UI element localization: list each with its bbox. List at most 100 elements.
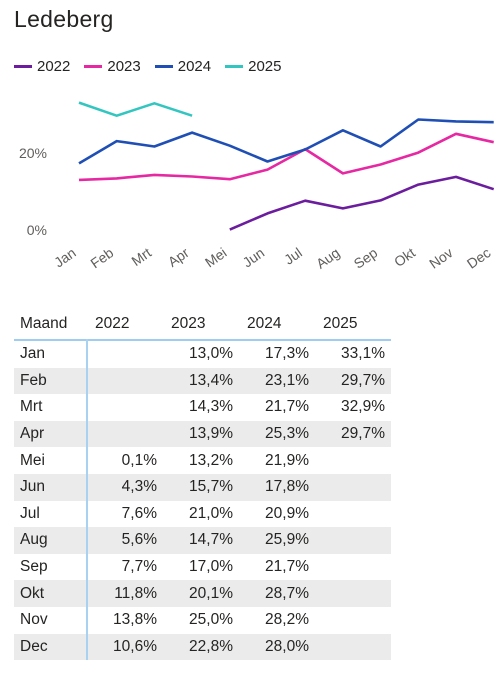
month-cell: Jun [14, 473, 88, 501]
value-cell: 21,7% [265, 558, 309, 576]
chart-legend: 2022 2023 2024 2025 [14, 56, 296, 76]
value-cell: 7,6% [121, 504, 157, 522]
value-cell [87, 367, 163, 395]
table-row: Dec 10,6% 22,8% 28,0% [14, 633, 391, 661]
x-tick-label: Sep [351, 244, 381, 272]
legend-item-2023[interactable]: 2023 [84, 57, 141, 75]
month-cell: Feb [14, 367, 88, 395]
month-cell: Jul [14, 500, 88, 528]
column-header[interactable]: 2022 [95, 315, 130, 332]
value-cell: 0,1% [121, 451, 157, 469]
value-cell: 28,7% [239, 580, 315, 607]
series-line-2024 [78, 118, 494, 165]
value-cell [315, 607, 391, 634]
table-row: Sep 7,7% 17,0% 21,7% [14, 553, 391, 581]
value-cell: 22,8% [163, 633, 239, 661]
value-cell: 20,9% [265, 504, 309, 522]
table-body: Jan 13,0% 17,3% 33,1% Feb 13,4% 23,1% 29,7% Mrt 1… [14, 340, 391, 661]
value-cell: 25,0% [189, 611, 233, 629]
table-row: Jul 7,6% 21,0% 20,9% [14, 500, 391, 528]
legend-item-2024[interactable]: 2024 [154, 57, 212, 75]
value-cell: 10,6% [87, 633, 163, 661]
value-cell: 13,9% [163, 420, 239, 448]
value-cell: 29,7% [315, 420, 391, 448]
x-tick-label: Jun [240, 244, 268, 270]
value-cell: 23,1% [239, 367, 315, 395]
value-cell [87, 394, 163, 421]
data-table-container: Maand 2022 2023 2024 2025 Jan 13,0% 17,3% 33,1%… [14, 309, 391, 661]
y-tick-label: 20% [19, 145, 47, 161]
value-cell: 15,7% [163, 473, 239, 501]
table-row: Mrt 14,3% 21,7% 32,9% [14, 394, 391, 421]
value-cell: 29,7% [315, 367, 391, 395]
x-tick-label: Jan [51, 244, 79, 270]
legend-item-2025[interactable]: 2025 [225, 57, 282, 75]
legend-swatch [154, 64, 173, 68]
value-cell: 25,3% [239, 420, 315, 448]
value-cell: 11,8% [87, 580, 163, 607]
x-tick-label: Aug [313, 244, 343, 271]
chart-title: Ledeberg [14, 6, 114, 32]
month-cell: Mrt [14, 394, 88, 421]
value-cell: 13,4% [163, 367, 239, 395]
value-cell: 33,1% [341, 345, 385, 363]
month-cell: Apr [14, 420, 88, 448]
value-cell: 28,2% [265, 611, 309, 629]
value-cell: 25,9% [239, 527, 315, 554]
value-cell: 13,8% [113, 611, 157, 629]
table-row: Feb 13,4% 23,1% 29,7% [14, 367, 391, 395]
x-tick-label: Feb [87, 244, 116, 271]
value-cell: 17,3% [265, 345, 309, 363]
value-cell: 20,1% [163, 580, 239, 607]
value-cell [315, 473, 391, 501]
table-row: Nov 13,8% 25,0% 28,2% [14, 606, 391, 634]
value-cell [315, 580, 391, 607]
value-cell [87, 340, 163, 368]
x-tick-label: Mrt [128, 244, 154, 269]
table-row: Apr 13,9% 25,3% 29,7% [14, 420, 391, 448]
x-tick-label: Nov [426, 244, 456, 271]
value-cell: 14,7% [163, 527, 239, 554]
month-cell: Jan [14, 340, 88, 368]
value-cell [87, 420, 163, 448]
month-cell: Nov [14, 606, 88, 634]
value-cell: 13,2% [189, 451, 233, 469]
month-cell: Okt [14, 580, 88, 607]
legend-label: 2024 [177, 57, 212, 75]
table-header-row: Maand 2022 2023 2024 2025 [14, 309, 391, 340]
legend-label: 2022 [37, 57, 71, 75]
month-cell: Aug [14, 527, 88, 554]
value-cell [315, 527, 391, 554]
value-cell: 21,7% [265, 398, 309, 416]
legend-swatch [14, 64, 32, 68]
month-cell: Sep [14, 553, 88, 581]
value-cell: 4,3% [87, 473, 163, 501]
value-cell: 21,0% [189, 504, 233, 522]
column-header[interactable]: 2024 [247, 315, 282, 332]
value-cell: 7,7% [121, 558, 157, 576]
column-header[interactable]: Maand [20, 315, 68, 332]
value-cell: 21,9% [265, 451, 309, 469]
column-header[interactable]: 2025 [323, 315, 358, 332]
y-tick-label: 0% [27, 222, 47, 238]
value-cell [315, 554, 391, 581]
value-cell: 17,8% [239, 473, 315, 501]
value-cell: 32,9% [341, 398, 385, 416]
value-cell: 13,0% [189, 345, 233, 363]
table-row: Mei 0,1% 13,2% 21,9% [14, 447, 391, 474]
x-tick-label: Dec [464, 244, 494, 271]
value-cell: 14,3% [189, 398, 233, 416]
value-cell [315, 501, 391, 528]
legend-item-2022[interactable]: 2022 [14, 58, 70, 75]
value-cell [315, 447, 391, 474]
x-tick-label: Mei [202, 244, 230, 270]
data-table: Maand 2022 2023 2024 2025 Jan 13,0% 17,3% 33,1%… [14, 309, 391, 661]
legend-label: 2023 [107, 57, 141, 75]
series-line-2022 [229, 175, 495, 231]
legend-swatch [84, 64, 103, 68]
column-header[interactable]: 2023 [171, 315, 206, 332]
month-cell: Dec [14, 633, 88, 661]
legend-label: 2025 [248, 57, 282, 75]
table-row: Jun 4,3% 15,7% 17,8% [14, 473, 391, 501]
value-cell: 28,0% [239, 633, 315, 661]
